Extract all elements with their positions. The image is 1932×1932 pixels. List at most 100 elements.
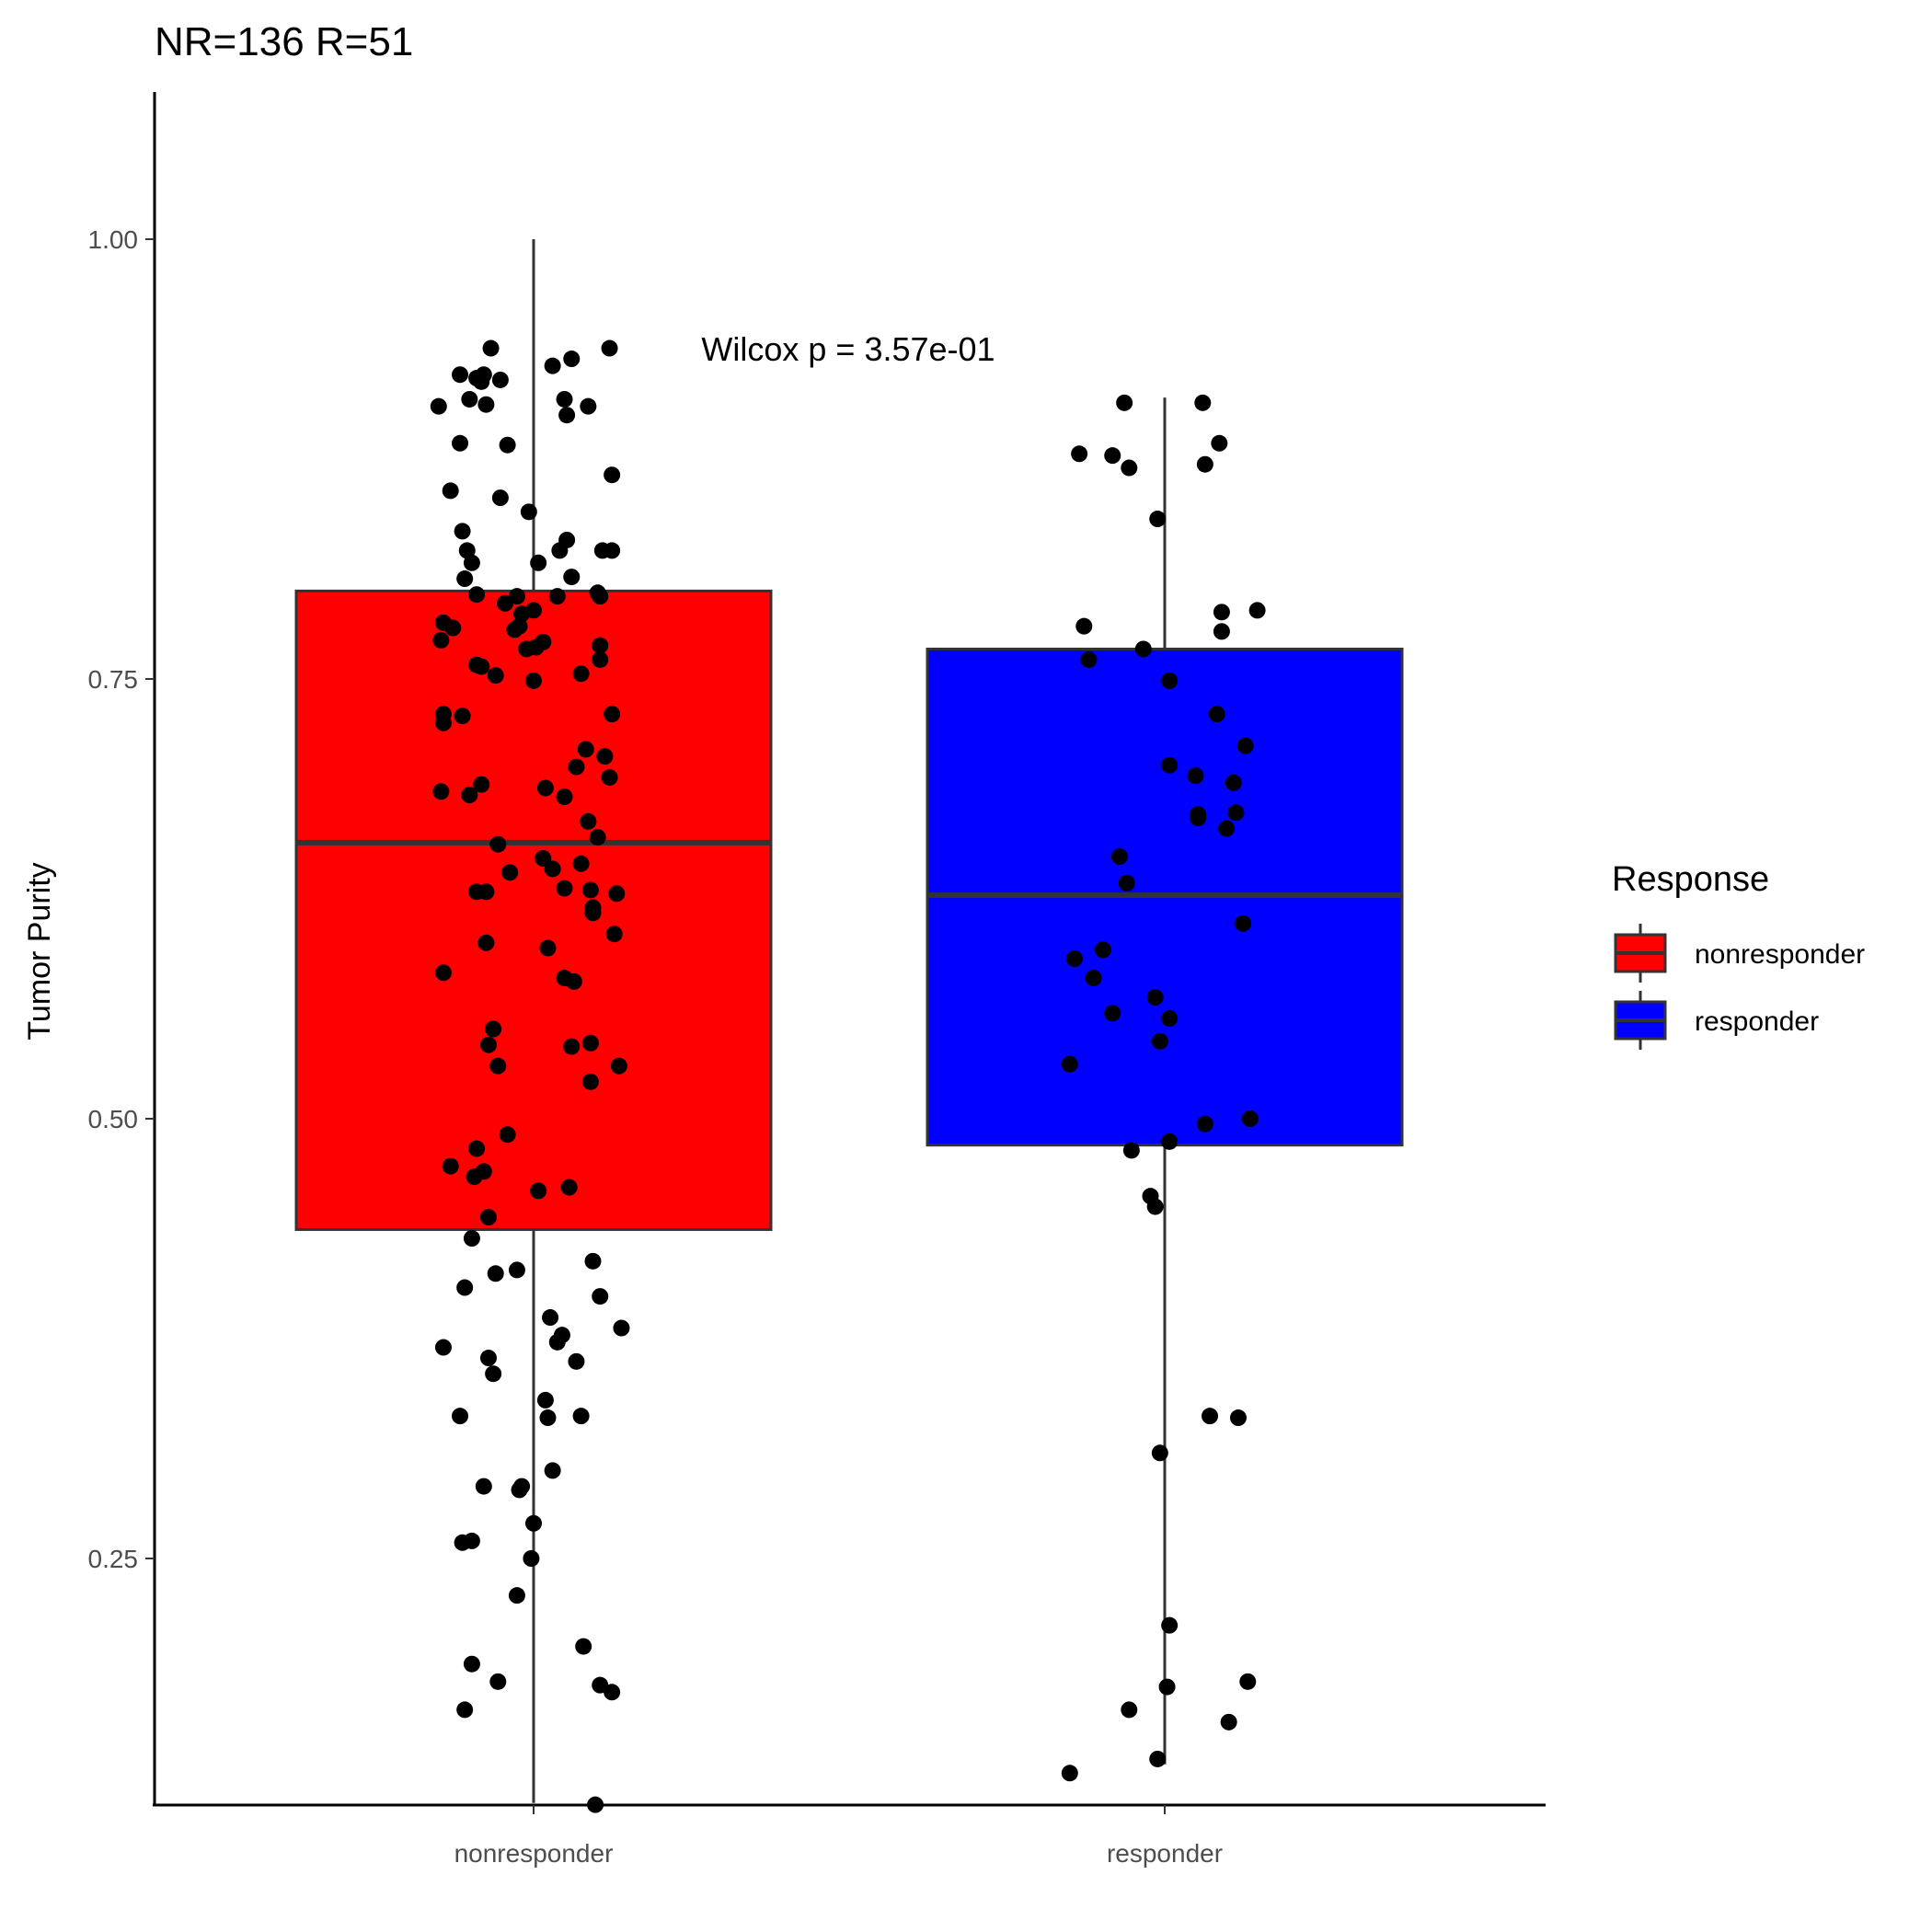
data-point [442,482,459,500]
data-point [1071,445,1088,463]
data-point [608,885,626,903]
data-point [454,707,471,725]
data-point [489,1057,507,1075]
data-point [1211,434,1228,452]
data-point [593,542,611,559]
data-point [491,371,509,388]
data-point [1213,623,1230,640]
data-point [605,926,623,943]
data-point [1151,1444,1168,1462]
data-point [511,1481,528,1499]
data-point [1239,1673,1257,1690]
data-point [601,769,618,787]
x-tick-label: responder [1107,1839,1223,1868]
data-point [442,1157,459,1175]
data-point [1158,1678,1176,1696]
data-point [1235,914,1252,932]
data-point [544,357,561,374]
data-point [1110,848,1128,866]
data-point [432,631,450,649]
data-point [560,1179,578,1196]
data-point [454,523,471,540]
data-point [499,1126,516,1144]
data-point [432,783,450,800]
data-point [1161,756,1179,774]
data-point [1194,394,1212,411]
data-point [568,1352,585,1370]
data-point [508,1261,525,1279]
data-point [487,1265,504,1282]
data-point [581,1034,599,1052]
data-point [604,706,621,723]
data-point [473,658,490,675]
data-point [463,1655,480,1673]
legend-title: Response [1612,860,1769,899]
data-point [452,434,469,452]
data-point [536,779,554,797]
y-tick-label: 0.75 [88,665,139,694]
data-point [482,339,500,357]
data-point [1061,1055,1078,1073]
box-nonresponder [294,589,773,1231]
data-point [536,1391,554,1409]
data-point [491,489,509,507]
data-point [1220,1713,1237,1731]
data-point [452,366,469,384]
data-point [1146,1198,1164,1215]
data-point [461,787,478,804]
x-ticks: nonresponder responder [454,1805,1223,1868]
data-point [1248,602,1266,619]
legend-label: nonresponder [1695,939,1865,970]
data-point [479,1350,497,1367]
data-point [434,1339,452,1356]
data-point [563,569,581,586]
data-point [452,1408,469,1425]
data-point [1196,455,1213,473]
y-ticks: 0.25 0.50 0.75 1.00 [88,225,155,1573]
data-point [563,351,581,368]
data-point [1104,1005,1121,1022]
data-point [525,1514,542,1532]
data-point [592,650,609,668]
data-point [487,667,504,684]
data-point [485,1365,502,1383]
data-point [1146,989,1164,1006]
data-point [1080,650,1098,668]
data-point [1161,1616,1179,1634]
data-point [572,1408,590,1425]
data-point [523,1550,540,1567]
data-point [1104,447,1121,465]
data-point [1213,604,1230,621]
data-point [610,1057,627,1075]
data-point [592,637,609,654]
data-point [548,588,566,605]
data-point [592,1288,609,1305]
data-point [556,390,573,408]
data-point [1116,394,1133,411]
data-point [525,602,542,619]
data-point [456,570,474,588]
data-point [463,1532,480,1549]
data-point [520,503,537,521]
data-point [604,1684,621,1701]
data-point [584,904,602,922]
data-point [558,531,576,548]
data-point [1161,672,1179,689]
data-point [556,788,573,806]
legend: Response nonresponder responder [1612,860,1865,1050]
data-point [1161,1010,1179,1028]
data-point [1236,737,1254,754]
data-point [572,855,590,872]
data-point [444,619,462,637]
data-point [1061,1765,1078,1782]
legend-entries: nonresponder responder [1614,924,1865,1050]
data-point [456,1701,474,1719]
data-point [485,1020,502,1038]
data-point [563,1038,581,1055]
data-point [1208,706,1225,723]
plot-area [294,239,1404,1813]
data-point [1218,820,1236,837]
data-point [434,706,452,723]
data-point [558,407,576,424]
